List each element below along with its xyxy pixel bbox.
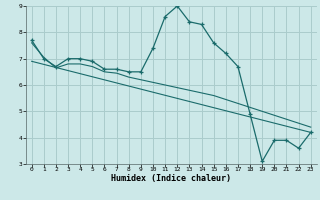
X-axis label: Humidex (Indice chaleur): Humidex (Indice chaleur): [111, 174, 231, 183]
